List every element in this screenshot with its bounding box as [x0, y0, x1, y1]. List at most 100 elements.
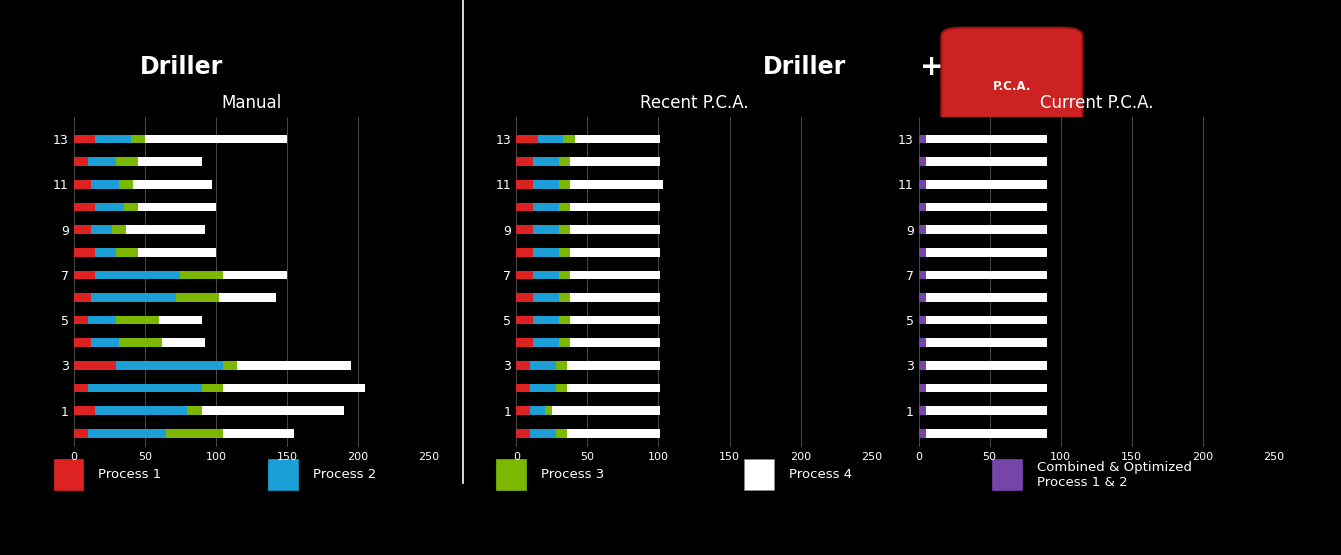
Bar — [89, 429, 166, 437]
Bar — [113, 225, 126, 234]
Bar — [188, 406, 201, 415]
Bar — [557, 384, 567, 392]
Bar — [534, 316, 559, 325]
Bar — [74, 248, 95, 256]
Bar — [531, 384, 557, 392]
Bar — [516, 406, 531, 415]
Bar — [74, 271, 95, 279]
Bar — [559, 225, 570, 234]
Bar — [516, 429, 531, 437]
Bar — [201, 406, 343, 415]
Bar — [563, 135, 574, 143]
Bar — [95, 406, 188, 415]
Bar — [74, 225, 91, 234]
Bar — [925, 248, 1046, 256]
Bar — [925, 180, 1046, 189]
Bar — [516, 225, 534, 234]
Bar — [223, 271, 287, 279]
FancyBboxPatch shape — [54, 460, 83, 490]
Bar — [919, 248, 925, 256]
Bar — [91, 293, 176, 302]
Bar — [134, 180, 212, 189]
Bar — [925, 339, 1046, 347]
Text: Driller: Driller — [139, 54, 223, 79]
Bar — [91, 339, 119, 347]
Bar — [531, 406, 544, 415]
Bar — [925, 225, 1046, 234]
Bar — [570, 293, 660, 302]
Bar — [119, 180, 134, 189]
Bar — [570, 225, 660, 234]
Text: Driller: Driller — [763, 54, 846, 79]
Title: Manual: Manual — [221, 94, 282, 112]
Bar — [559, 203, 570, 211]
Bar — [145, 135, 287, 143]
Bar — [117, 248, 138, 256]
Bar — [559, 248, 570, 256]
Bar — [919, 135, 925, 143]
Bar — [552, 406, 660, 415]
Bar — [570, 339, 660, 347]
Bar — [516, 135, 538, 143]
Bar — [919, 316, 925, 325]
Bar — [123, 203, 138, 211]
Bar — [570, 248, 660, 256]
Bar — [138, 158, 201, 166]
Bar — [74, 316, 89, 325]
Bar — [570, 316, 660, 325]
Bar — [223, 361, 237, 370]
Bar — [74, 293, 91, 302]
Bar — [925, 293, 1046, 302]
Bar — [516, 384, 531, 392]
Bar — [919, 158, 925, 166]
Bar — [534, 271, 559, 279]
Bar — [925, 384, 1046, 392]
Bar — [95, 135, 130, 143]
Bar — [534, 158, 559, 166]
Bar — [534, 248, 559, 256]
Bar — [74, 361, 117, 370]
Bar — [919, 203, 925, 211]
Bar — [531, 429, 557, 437]
Text: Combined & Optimized
Process 1 & 2: Combined & Optimized Process 1 & 2 — [1037, 461, 1192, 488]
Bar — [559, 293, 570, 302]
Bar — [925, 158, 1046, 166]
Bar — [138, 203, 216, 211]
Bar — [925, 135, 1046, 143]
Bar — [567, 384, 660, 392]
Bar — [570, 158, 660, 166]
Bar — [557, 361, 567, 370]
Bar — [567, 429, 660, 437]
Bar — [516, 316, 534, 325]
Bar — [925, 271, 1046, 279]
Text: Process 4: Process 4 — [789, 468, 852, 481]
Text: Process 1: Process 1 — [98, 468, 161, 481]
Bar — [925, 429, 1046, 437]
Bar — [219, 293, 276, 302]
Bar — [74, 203, 95, 211]
Bar — [89, 316, 117, 325]
Bar — [117, 316, 160, 325]
Bar — [919, 361, 925, 370]
Bar — [160, 316, 201, 325]
Bar — [919, 180, 925, 189]
Bar — [534, 339, 559, 347]
Bar — [223, 384, 365, 392]
Bar — [559, 316, 570, 325]
Bar — [130, 135, 145, 143]
Bar — [117, 361, 223, 370]
Bar — [89, 384, 201, 392]
FancyBboxPatch shape — [496, 460, 526, 490]
Bar — [919, 339, 925, 347]
Bar — [138, 248, 216, 256]
Bar — [919, 293, 925, 302]
Bar — [126, 225, 205, 234]
FancyBboxPatch shape — [992, 460, 1022, 490]
Bar — [534, 225, 559, 234]
Bar — [176, 293, 219, 302]
Bar — [925, 316, 1046, 325]
Bar — [516, 339, 534, 347]
Bar — [95, 203, 123, 211]
Bar — [74, 406, 95, 415]
Bar — [162, 339, 205, 347]
